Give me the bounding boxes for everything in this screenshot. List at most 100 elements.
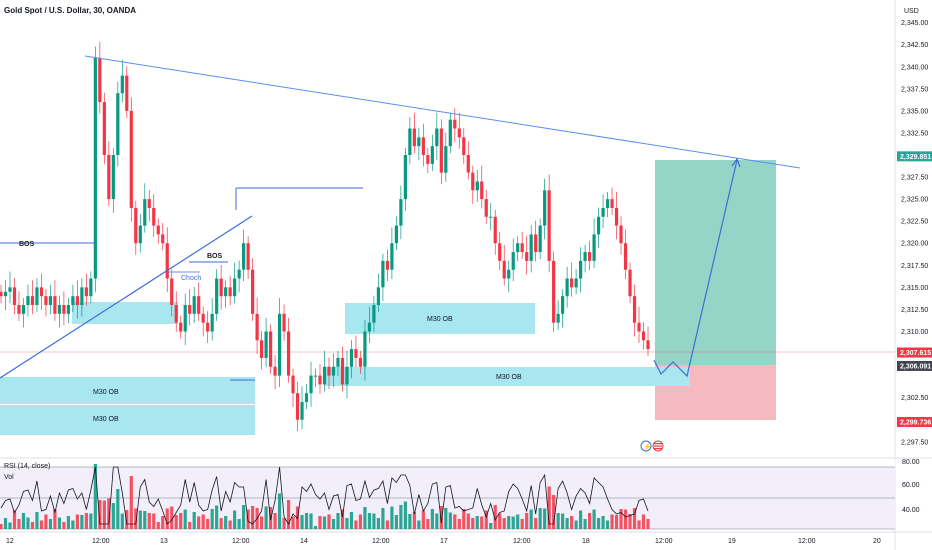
volume-bar <box>309 513 313 529</box>
candle-body <box>246 243 250 270</box>
volume-bar <box>286 500 291 529</box>
flash-icon[interactable] <box>640 440 652 452</box>
candle-body <box>412 128 416 147</box>
volume-bar <box>210 509 214 529</box>
volume-bar <box>129 476 133 529</box>
candle-body <box>435 128 439 147</box>
candle-body <box>543 190 547 226</box>
time-label: 12:00 <box>798 538 816 545</box>
ob-label-2: M30 OB <box>93 416 119 423</box>
price-tick: 2,317.50 <box>901 263 928 270</box>
volume-bar <box>484 510 488 529</box>
target-zone <box>655 160 776 365</box>
symbol-title: Gold Spot / U.S. Dollar, 30, OANDA <box>4 6 137 15</box>
volume-bar <box>520 519 524 529</box>
candle-body <box>21 305 26 314</box>
volume-bar <box>561 513 565 529</box>
time-label: 12:00 <box>372 538 390 545</box>
rsi-tick-40: 40.00 <box>902 507 920 514</box>
candle-body <box>605 199 610 208</box>
ascending-trendline[interactable] <box>0 215 253 379</box>
volume-bar <box>358 514 363 529</box>
volume-bar <box>219 518 223 529</box>
time-label: 13 <box>160 538 168 545</box>
volume-bar <box>8 522 12 529</box>
ob-label-3: M30 OB <box>427 316 453 323</box>
candle-body <box>80 287 84 305</box>
volume-bar <box>619 509 623 529</box>
price-tick: 2,320.00 <box>901 241 928 248</box>
candle-body <box>71 296 75 305</box>
volume-bar <box>475 516 479 529</box>
order-block-small <box>72 302 178 324</box>
candle-body <box>84 287 88 297</box>
candle-body <box>309 375 313 394</box>
volume-bar <box>120 513 124 529</box>
candle-body <box>35 287 39 305</box>
candle-body <box>286 331 291 376</box>
volume-bar <box>313 526 318 529</box>
volume-bar <box>439 506 443 529</box>
volume-bar <box>273 513 277 529</box>
price-tick: 2,340.00 <box>901 64 928 71</box>
candle-body <box>507 269 511 279</box>
candle-body <box>489 216 493 218</box>
candle-body <box>529 234 533 261</box>
volume-bar <box>228 520 232 529</box>
volume-bar <box>107 498 111 529</box>
candle-body <box>390 243 394 270</box>
flash-glyph: ⚡ <box>643 442 652 451</box>
candle-body <box>53 296 57 314</box>
volume-bar <box>565 518 569 529</box>
time-label: 20 <box>873 538 881 545</box>
volume-bar <box>570 516 574 529</box>
volume-bar <box>156 522 160 529</box>
volume-bar <box>188 522 192 529</box>
volume-bar <box>354 520 358 529</box>
candle-body <box>291 375 295 394</box>
volume-bar <box>170 506 174 529</box>
volume-bar <box>165 508 169 529</box>
candle-body <box>340 357 345 385</box>
volume-bar <box>116 489 120 529</box>
volume-bar <box>179 513 183 529</box>
volume-bar <box>125 510 129 529</box>
candle-body <box>120 75 124 94</box>
price-tick: 2,322.50 <box>901 219 928 226</box>
rsi-tick-80: 80.00 <box>902 459 920 466</box>
candle-body <box>493 216 497 244</box>
time-axis[interactable]: 12 12:00 13 12:00 14 12:00 17 12:00 18 12:00 19 12:… <box>6 538 881 545</box>
candle-body <box>579 260 583 279</box>
candle-body <box>277 313 282 376</box>
order-block-right: M30 OB <box>325 367 690 386</box>
price-tick: 2,345.00 <box>901 20 928 27</box>
volume-bar <box>552 495 556 529</box>
candle-body <box>39 287 44 297</box>
candle-body <box>174 305 178 323</box>
price-badge <box>897 417 932 428</box>
volume-bar <box>632 508 637 529</box>
price-axis[interactable] <box>895 0 932 550</box>
candle-body <box>8 287 12 292</box>
candle-body <box>561 296 565 314</box>
price-tick: 2,302.50 <box>901 395 928 402</box>
candle-body <box>376 287 381 305</box>
vol-label: Vol <box>4 474 14 481</box>
volume-bar <box>340 509 345 529</box>
candles-group <box>0 42 650 432</box>
candle-body <box>570 278 574 288</box>
volume-bar <box>143 511 147 529</box>
candle-body <box>197 296 201 314</box>
volume-bar <box>44 514 48 529</box>
volume-bar <box>12 510 17 529</box>
volume-bar <box>605 520 610 529</box>
volume-bar <box>147 513 151 529</box>
candle-body <box>596 216 601 235</box>
volume-bar <box>327 514 331 529</box>
candle-body <box>75 296 79 305</box>
candle-body <box>111 155 115 200</box>
descending-trendline[interactable] <box>84 55 801 169</box>
volume-bar <box>489 523 493 529</box>
price-tick: 2,337.50 <box>901 86 928 93</box>
